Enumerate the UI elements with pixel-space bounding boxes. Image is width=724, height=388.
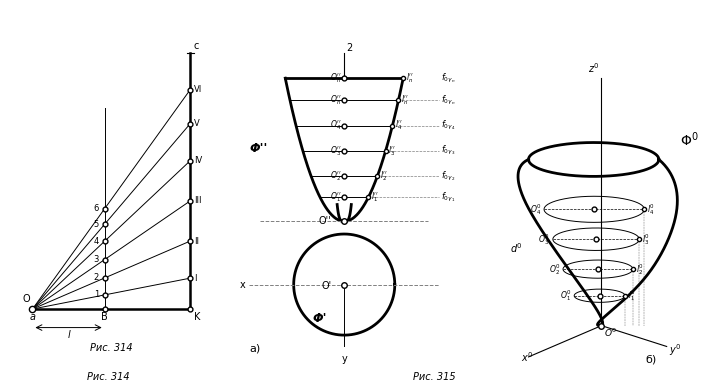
Text: $z^0$: $z^0$ [589,61,600,75]
Text: $O^0$: $O^0$ [604,327,618,340]
Text: $f_{0\gamma_2}$: $f_{0\gamma_2}$ [441,170,455,183]
Text: $f_{0\gamma_4}$: $f_{0\gamma_4}$ [441,119,455,132]
Text: I: I [194,274,197,282]
Text: $O_1^0$: $O_1^0$ [560,288,571,303]
Text: $f_{0\gamma_1}$: $f_{0\gamma_1}$ [441,191,455,204]
Text: 2: 2 [346,43,353,53]
Text: Рис. 314: Рис. 314 [90,343,132,353]
Text: $l_1^0$: $l_1^0$ [628,288,636,303]
Text: 6: 6 [93,204,99,213]
Text: $O_n''$: $O_n''$ [329,94,341,107]
Text: а): а) [250,344,261,354]
Text: O: O [22,294,30,305]
Text: 3: 3 [93,255,99,264]
Text: $x^0$: $x^0$ [521,350,533,364]
Text: б): б) [646,354,657,364]
Text: Φ': Φ' [313,312,327,326]
Text: $l_n''$: $l_n''$ [405,71,413,85]
Text: $l_4^0$: $l_4^0$ [647,202,655,217]
Text: $y^0$: $y^0$ [669,343,682,358]
Text: 2: 2 [93,274,99,282]
Text: 1: 1 [93,291,99,300]
Text: $O_2^0$: $O_2^0$ [549,262,560,277]
Text: $l_n''$: $l_n''$ [401,94,408,107]
Text: O': O' [321,281,332,291]
Text: $O_1''$: $O_1''$ [329,191,341,204]
Text: $O_2''$: $O_2''$ [329,169,341,183]
Text: $O_3^0$: $O_3^0$ [539,232,550,247]
Text: c: c [193,41,199,51]
Text: Рис. 315: Рис. 315 [413,372,455,382]
Text: $f_{0\gamma_3}$: $f_{0\gamma_3}$ [441,144,455,158]
Text: $\Phi^0$: $\Phi^0$ [680,131,698,149]
Text: x: x [240,280,245,289]
Text: III: III [194,196,202,205]
Text: y: y [341,354,347,364]
Text: $l_2^0$: $l_2^0$ [636,262,644,277]
Text: Рис. 314: Рис. 314 [88,372,130,382]
Text: B: B [101,312,108,322]
Text: $f_{0\gamma_n}$: $f_{0\gamma_n}$ [441,71,455,85]
Text: K: K [193,312,200,322]
Text: $l_3^0$: $l_3^0$ [642,232,650,247]
Text: II: II [194,237,199,246]
Text: 5: 5 [93,220,99,229]
Text: $f_{0\gamma_n}$: $f_{0\gamma_n}$ [441,94,455,107]
Text: IV: IV [194,156,203,165]
Text: $l_2''$: $l_2''$ [380,169,387,183]
Text: $O_4^0$: $O_4^0$ [530,202,542,217]
Text: a: a [30,312,35,322]
Text: $O_3''$: $O_3''$ [329,144,341,158]
Text: O'': O'' [319,217,332,226]
Text: $l_3''$: $l_3''$ [388,144,396,158]
Text: V: V [194,119,200,128]
Text: Φ'': Φ'' [250,142,268,155]
Text: l: l [67,331,70,340]
Text: VI: VI [194,85,203,94]
Text: $O_n''$: $O_n''$ [329,71,341,85]
Text: $l_4''$: $l_4''$ [395,119,403,132]
Text: $d^0$: $d^0$ [510,241,523,255]
Text: $O_4''$: $O_4''$ [329,119,341,132]
Text: $l_1''$: $l_1''$ [371,191,379,204]
Text: 4: 4 [93,237,99,246]
